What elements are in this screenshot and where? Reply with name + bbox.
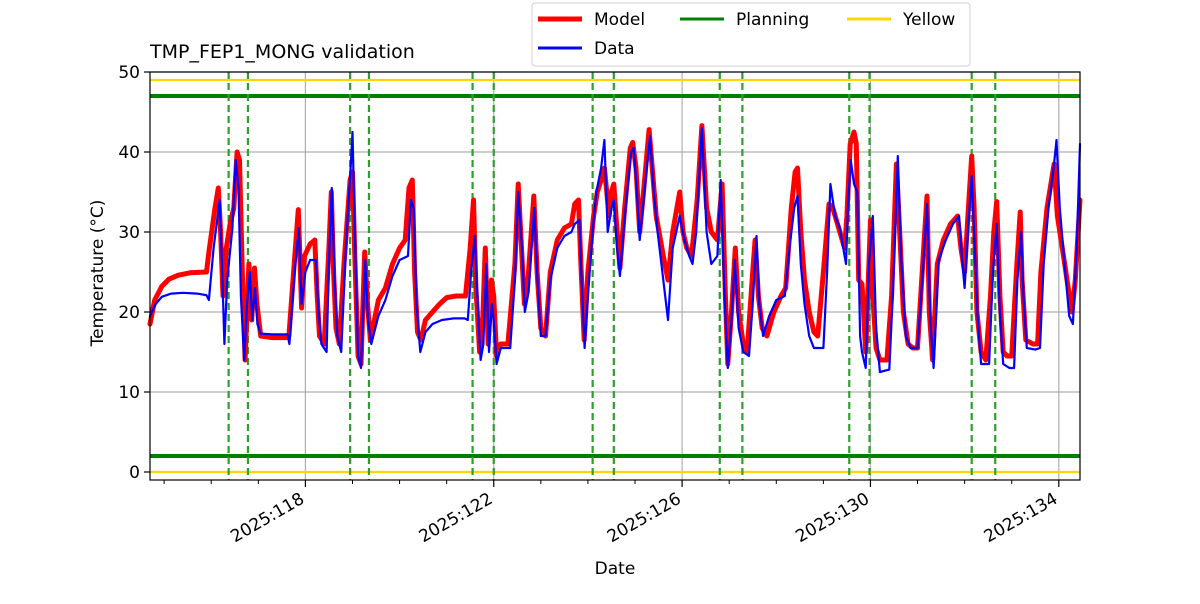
y-tick-label: 0 bbox=[129, 463, 140, 483]
limit-lines bbox=[150, 78, 1080, 474]
x-axis-label: Date bbox=[595, 559, 636, 579]
x-tick-label: 2025:122 bbox=[416, 489, 497, 547]
legend-label-planning: Planning bbox=[736, 10, 809, 30]
y-tick-label: 30 bbox=[118, 223, 140, 243]
y-tick-label: 10 bbox=[118, 383, 140, 403]
x-tick-label: 2025:130 bbox=[792, 489, 873, 547]
y-axis-label: Temperature (°C) bbox=[88, 200, 108, 348]
grid-lines bbox=[150, 71, 1080, 480]
x-tick-label: 2025:118 bbox=[227, 489, 308, 547]
plot-frame bbox=[149, 71, 1081, 481]
y-tick-label: 40 bbox=[118, 143, 140, 163]
y-tick-label: 20 bbox=[118, 303, 140, 323]
legend-label-model: Model bbox=[594, 10, 645, 30]
x-tick-label: 2025:126 bbox=[604, 489, 685, 547]
legend: Model Data Planning Yellow bbox=[531, 2, 971, 67]
x-tick-label: 2025:134 bbox=[981, 489, 1062, 547]
chart-title: TMP_FEP1_MONG validation bbox=[149, 41, 415, 63]
y-tick-label: 50 bbox=[118, 63, 140, 83]
series-line-data bbox=[148, 126, 1082, 374]
series-lines bbox=[147, 123, 1083, 374]
legend-label-data: Data bbox=[594, 39, 635, 59]
legend-label-yellow: Yellow bbox=[902, 10, 955, 30]
